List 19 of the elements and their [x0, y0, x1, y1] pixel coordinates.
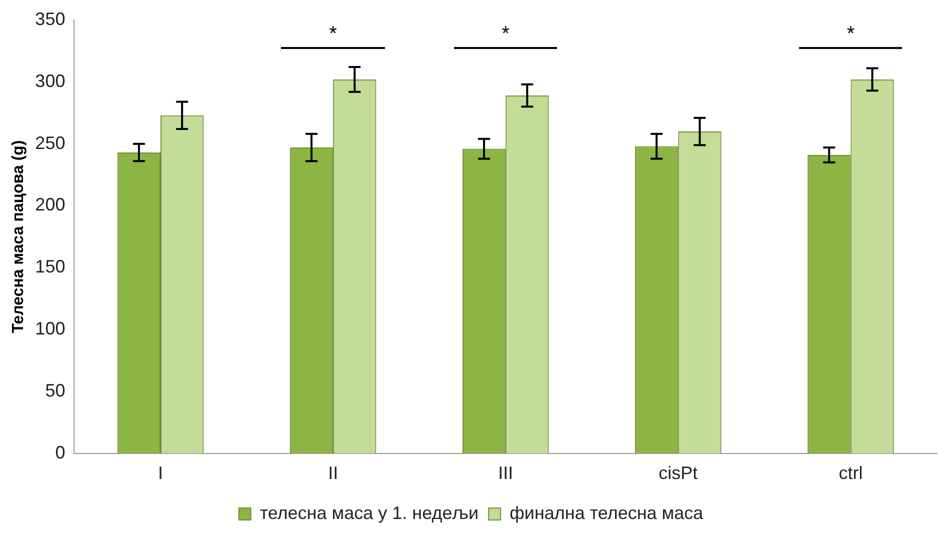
- y-tick-label: 150: [35, 256, 66, 277]
- annotation: *: [846, 23, 856, 46]
- y-tick-label: 50: [45, 380, 66, 400]
- y-tick-label: 0: [55, 442, 66, 462]
- x-tick-label: I: [158, 463, 164, 484]
- x-tick-label: ctrl: [838, 463, 863, 484]
- x-tick-label: cisPt: [658, 463, 698, 484]
- annotation: *: [500, 23, 510, 46]
- y-tick-label: 200: [35, 194, 66, 215]
- x-tick-label: III: [498, 463, 514, 484]
- annotation: *: [328, 23, 338, 46]
- legend-label: финална телесна маса: [510, 502, 704, 523]
- y-tick-label: 100: [35, 318, 66, 339]
- x-tick-label: II: [328, 463, 338, 484]
- legend-label: телесна маса у 1. недељи: [260, 502, 479, 523]
- y-tick-label: 250: [35, 132, 66, 153]
- y-tick-label: 300: [35, 70, 66, 91]
- y-axis-title: Телесна маса пацова (g): [10, 140, 28, 334]
- y-tick-label: 350: [35, 8, 66, 29]
